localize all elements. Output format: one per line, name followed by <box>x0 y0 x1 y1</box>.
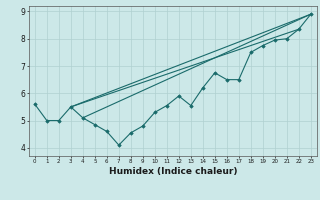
X-axis label: Humidex (Indice chaleur): Humidex (Indice chaleur) <box>108 167 237 176</box>
